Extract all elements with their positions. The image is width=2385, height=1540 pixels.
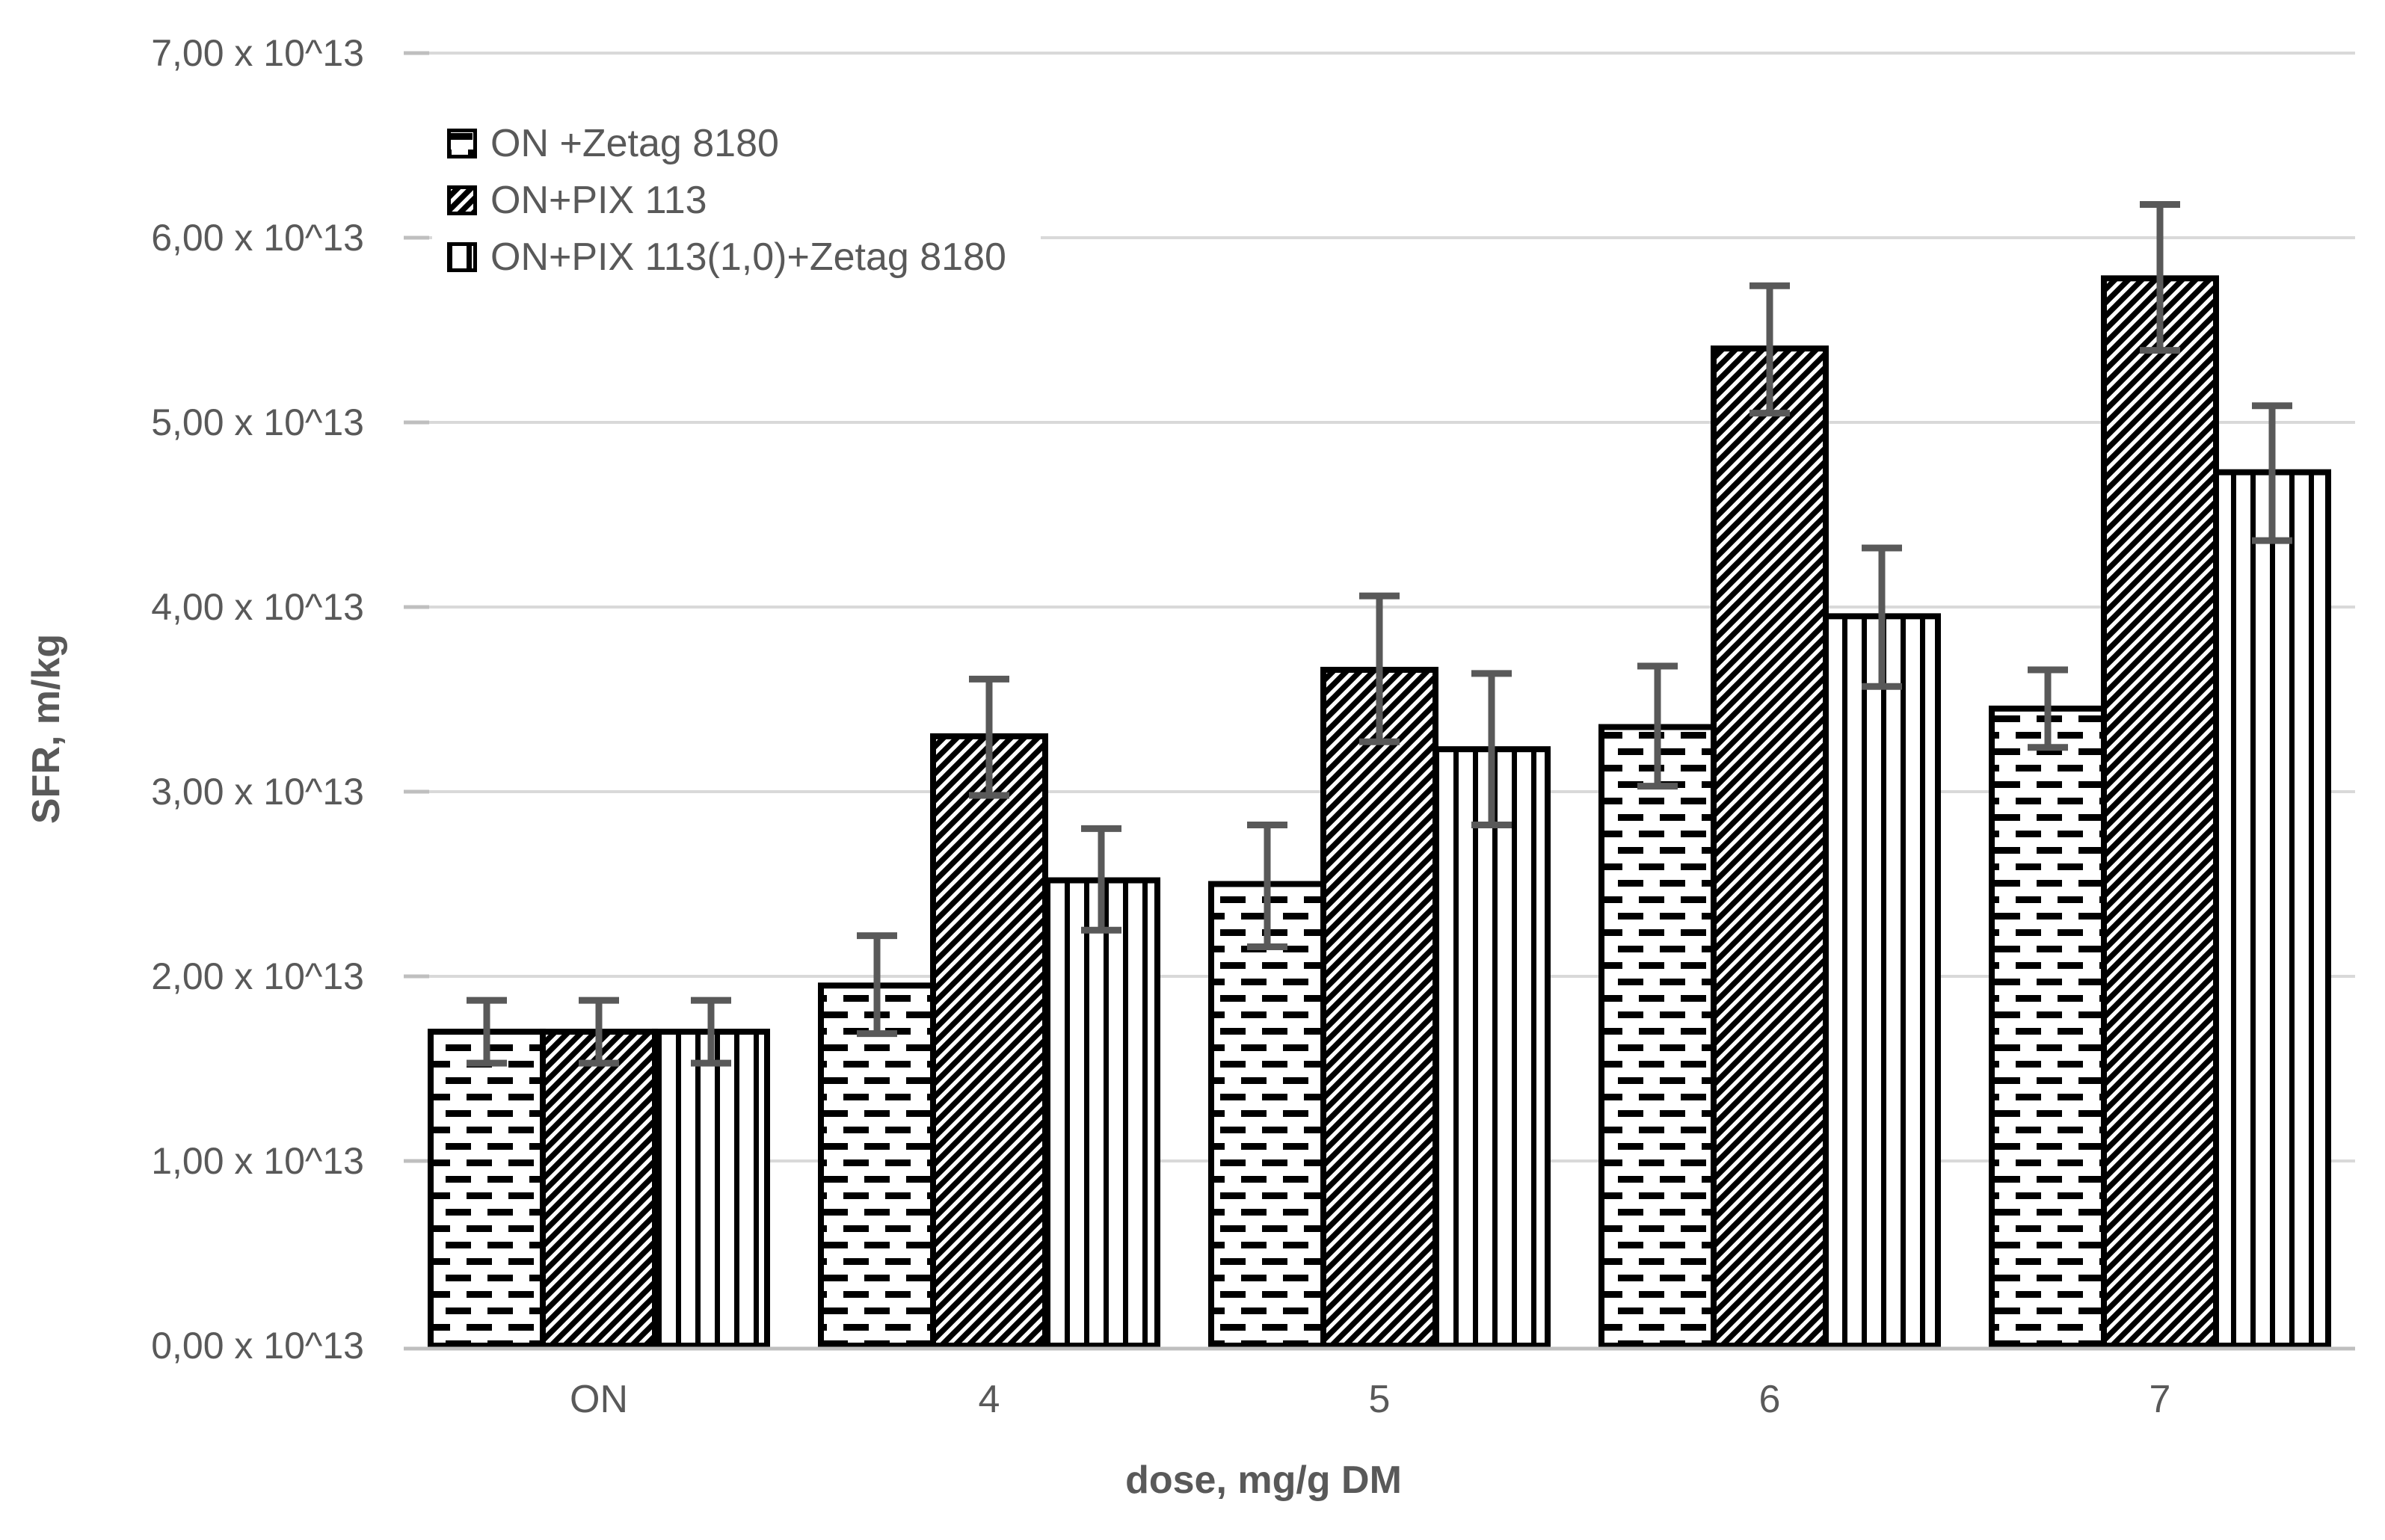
bar-ON-series-3 <box>652 1029 770 1349</box>
error-bar-ON-series-2 <box>579 997 619 1067</box>
bar-6-series-1 <box>1598 724 1717 1349</box>
error-bar-6-series-2 <box>1749 282 1790 417</box>
x-category-label-6: 6 <box>1758 1378 1781 1421</box>
bar-5-series-3 <box>1432 746 1551 1349</box>
legend: ON +Zetag 8180 ON+PIX 113 ON+PIX 113(1,0)+… <box>432 112 1041 293</box>
bar-4-series-3 <box>1042 877 1160 1349</box>
x-category-label-7: 7 <box>2149 1378 2171 1421</box>
error-bar-6-series-3 <box>1862 544 1902 690</box>
bar-5-series-2 <box>1320 666 1438 1349</box>
bars <box>428 275 2331 1349</box>
error-bar-6-series-1 <box>1637 662 1678 790</box>
error-bar-ON-series-1 <box>467 997 507 1067</box>
bar-6-series-2 <box>1711 345 1829 1349</box>
bar-5-series-1 <box>1208 881 1326 1349</box>
error-bars <box>467 201 2292 1067</box>
y-tick-label: 5,00 x 10^13 <box>151 401 364 443</box>
y-tick-label: 7,00 x 10^13 <box>151 32 364 74</box>
error-bar-5-series-2 <box>1359 592 1400 745</box>
bar-6-series-3 <box>1823 613 1941 1349</box>
error-bar-4-series-3 <box>1081 825 1121 934</box>
legend-swatch-horizontal-dash-icon <box>447 129 477 158</box>
error-bar-7-series-3 <box>2252 402 2292 544</box>
bar-ON-series-2 <box>540 1029 658 1349</box>
legend-item: ON+PIX 113(1,0)+Zetag 8180 <box>447 229 1006 286</box>
error-bar-7-series-1 <box>2028 666 2068 751</box>
bar-7-series-3 <box>2213 469 2331 1349</box>
error-bar-7-series-2 <box>2140 201 2180 354</box>
legend-label: ON +Zetag 8180 <box>490 122 779 165</box>
y-tick-label: 4,00 x 10^13 <box>151 586 364 628</box>
error-bar-4-series-2 <box>969 675 1009 799</box>
legend-item: ON+PIX 113 <box>447 172 1006 229</box>
bar-7-series-1 <box>1989 705 2107 1349</box>
legend-swatch-vertical-line-icon <box>447 242 477 272</box>
x-axis-title: dose, mg/g DM <box>1125 1459 1402 1502</box>
plot-area <box>404 51 2355 1351</box>
legend-label: ON+PIX 113(1,0)+Zetag 8180 <box>490 235 1006 279</box>
bar-ON-series-1 <box>428 1029 546 1349</box>
x-category-label-ON: ON <box>570 1378 628 1421</box>
error-bar-4-series-1 <box>857 932 897 1038</box>
y-tick-label: 0,00 x 10^13 <box>151 1325 364 1367</box>
bar-7-series-2 <box>2101 275 2219 1349</box>
error-bar-5-series-1 <box>1247 821 1287 950</box>
legend-item: ON +Zetag 8180 <box>447 115 1006 172</box>
y-tick-label: 2,00 x 10^13 <box>151 955 364 997</box>
y-tick-label: 3,00 x 10^13 <box>151 771 364 813</box>
x-category-label-4: 4 <box>978 1378 1000 1421</box>
error-bar-ON-series-3 <box>691 997 731 1067</box>
bar-4-series-2 <box>930 733 1048 1349</box>
y-tick-label: 6,00 x 10^13 <box>151 217 364 259</box>
x-category-label-5: 5 <box>1368 1378 1391 1421</box>
bar-4-series-1 <box>818 982 936 1349</box>
legend-label: ON+PIX 113 <box>490 179 707 222</box>
y-tick-label: 1,00 x 10^13 <box>151 1140 364 1182</box>
error-bar-5-series-3 <box>1471 670 1512 828</box>
legend-swatch-diagonal-hatch-icon <box>447 185 477 215</box>
